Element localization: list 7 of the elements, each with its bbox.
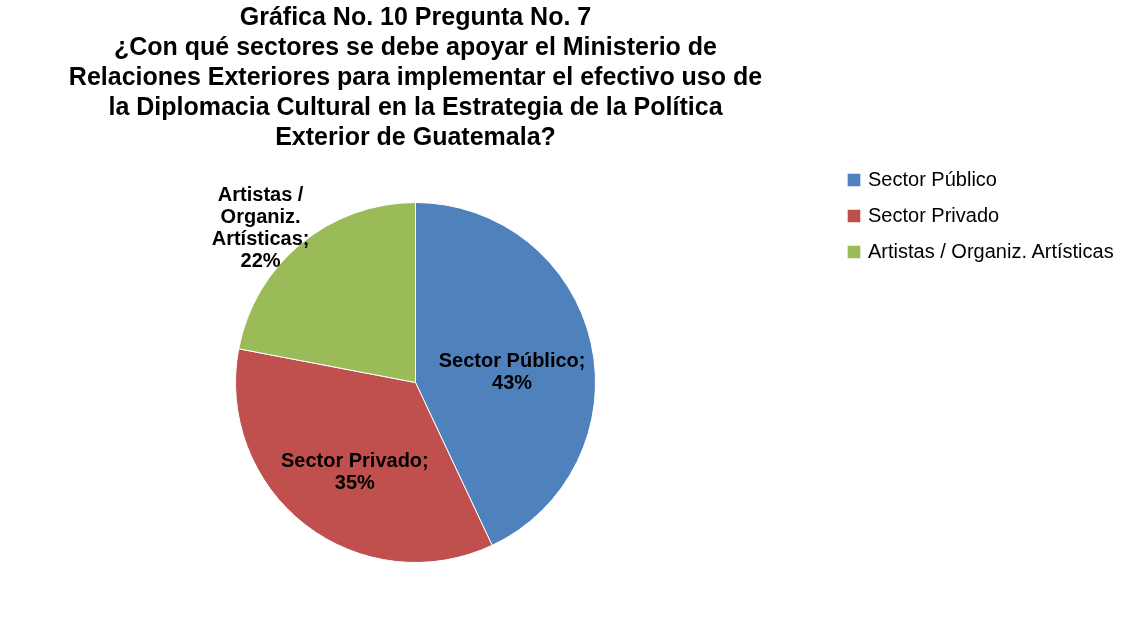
chart-title: Gráfica No. 10 Pregunta No. 7 ¿Con qué sectores se debe apoyar el Ministerio de Relaciones Exteriores para implementar el efectivo uso de la Diplomacia Cultural en la Estrategia de la Política Exterior de Guatemala? bbox=[68, 2, 763, 150]
legend-label: Artistas / Organiz. Artísticas bbox=[868, 240, 1114, 262]
data-label: Artistas / Organiz. Artísticas; 22% bbox=[211, 183, 310, 272]
legend-label: Sector Público bbox=[868, 168, 997, 190]
data-label: Sector Público; 43% bbox=[438, 348, 586, 393]
data-label: Sector Privado; 35% bbox=[280, 448, 429, 493]
legend-label: Sector Privado bbox=[868, 204, 1000, 226]
